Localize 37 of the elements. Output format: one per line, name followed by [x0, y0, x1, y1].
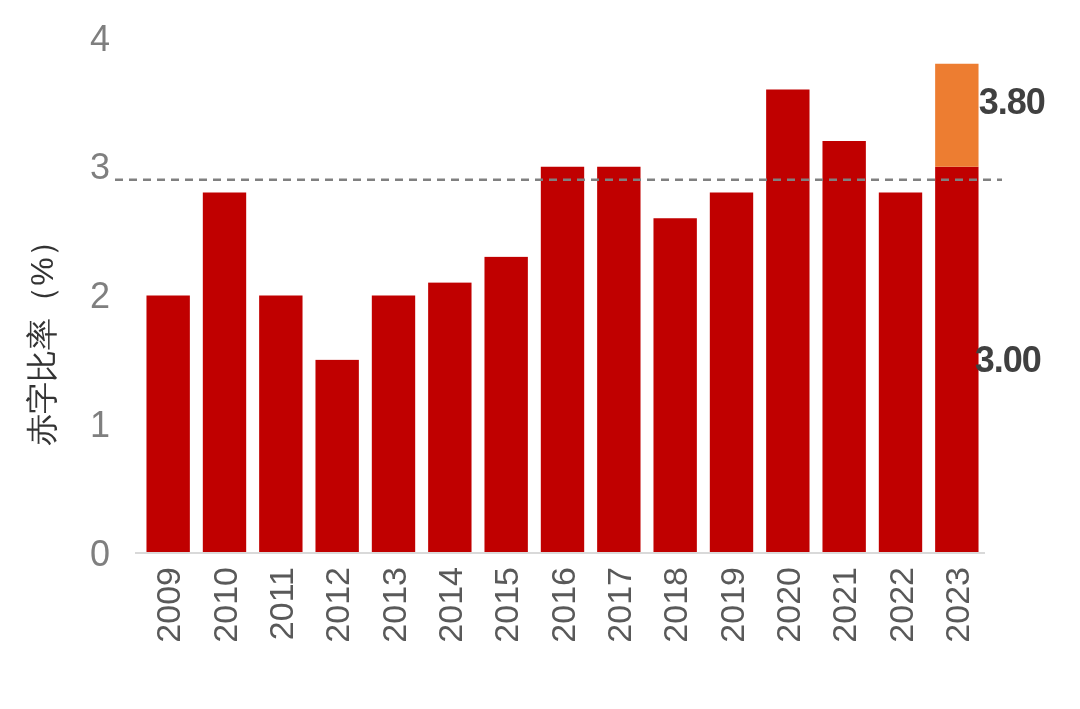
x-tick-label: 2014: [430, 567, 469, 643]
bar: [428, 282, 472, 553]
y-axis-title: 赤字比率（%）: [24, 225, 60, 446]
x-tick-label: 2015: [487, 567, 526, 643]
bar: [822, 141, 866, 553]
bar: [766, 89, 810, 553]
x-tick-label: 2009: [149, 567, 188, 643]
y-tick-label: 1: [89, 403, 111, 445]
bar: [878, 192, 923, 553]
x-tick-label: 2013: [374, 567, 413, 643]
x-tick-label: 2012: [318, 567, 357, 643]
y-tick-label: 2: [89, 275, 111, 316]
x-tick-label: 2022: [881, 567, 920, 643]
bar: [597, 166, 641, 553]
y-tick-label: 3: [89, 146, 111, 188]
x-tick-label: 2023: [937, 567, 976, 643]
bar: [484, 256, 528, 553]
bar: [540, 166, 585, 553]
bar: [935, 63, 979, 167]
x-tick-label: 2018: [656, 567, 695, 643]
x-tick-label: 2019: [712, 567, 751, 643]
bar: [371, 295, 416, 553]
bar: [259, 295, 303, 553]
y-tick-label: 0: [89, 532, 111, 574]
total-label: 3.80: [978, 81, 1045, 123]
x-tick-label: 2011: [261, 567, 300, 641]
x-tick-label: 2021: [825, 567, 864, 643]
bar: [653, 218, 697, 553]
x-tick-label: 2010: [205, 567, 244, 643]
bar: [315, 359, 359, 553]
x-tick-label: 2020: [768, 567, 807, 643]
x-tick-label: 2016: [543, 567, 582, 643]
bar: [202, 192, 247, 553]
y-tick-label: 4: [89, 17, 111, 59]
bar: [146, 295, 190, 553]
bar: [709, 192, 754, 553]
x-tick-label: 2017: [599, 567, 638, 643]
